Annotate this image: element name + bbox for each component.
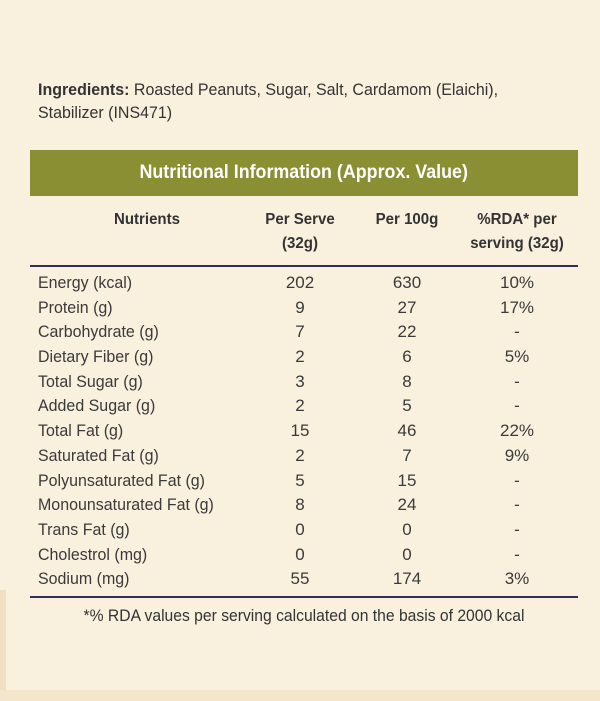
- nutrient-name: Energy (kcal): [38, 273, 133, 292]
- rda-value: 10%: [499, 273, 535, 292]
- per-serve-value: 3: [295, 371, 305, 391]
- table-header-divider: [30, 265, 578, 267]
- table-bottom-divider: [30, 596, 578, 598]
- nutrient-name: Carbohydrate (g): [38, 322, 159, 342]
- rda-value: 22%: [499, 421, 535, 441]
- rda-value: -: [514, 544, 520, 564]
- table-row: Polyunsaturated Fat (g) 5 15 -: [0, 469, 600, 494]
- header-per-serve-line1: Per Serve: [265, 211, 335, 228]
- table-row: Carbohydrate (g) 7 22 -: [0, 320, 600, 345]
- nutrition-title: Nutritional Information (Approx. Value): [139, 162, 469, 183]
- per-100g-value: 6: [402, 347, 412, 367]
- nutrient-name: Polyunsaturated Fat (g): [38, 470, 205, 490]
- per-100g-value: 46: [397, 421, 417, 441]
- per-serve-value: 8: [295, 495, 305, 515]
- nutrient-name: Total Sugar (g): [38, 371, 143, 391]
- header-per-serve: Per Serve (32g): [255, 208, 345, 256]
- ingredients-paragraph: Ingredients: Roasted Peanuts, Sugar, Sal…: [38, 78, 546, 124]
- nutrition-rows: Energy (kcal) 202 630 10% Protein (g) 9 27 17% C…: [0, 271, 600, 592]
- header-nutrients: Nutrients: [113, 211, 181, 228]
- nutrient-name: Trans Fat (g): [38, 519, 130, 539]
- table-row: Protein (g) 9 27 17%: [0, 296, 600, 321]
- per-serve-value: 2: [295, 396, 305, 416]
- table-row: Total Sugar (g) 3 8 -: [0, 370, 600, 395]
- rda-value: -: [514, 470, 520, 490]
- decorative-bottom-strip: [0, 690, 600, 701]
- per-100g-value: 15: [397, 470, 417, 490]
- per-serve-value: 9: [295, 297, 305, 317]
- per-100g-value: 0: [402, 544, 412, 564]
- per-serve-value: 55: [290, 569, 310, 589]
- per-serve-value: 2: [295, 445, 305, 465]
- rda-value: -: [514, 322, 520, 342]
- per-100g-value: 24: [397, 495, 417, 515]
- decorative-edge-strip: [0, 590, 6, 701]
- per-100g-value: 7: [402, 445, 412, 465]
- header-rda-line1: %RDA* per: [477, 211, 557, 228]
- per-serve-value: 2: [295, 347, 305, 367]
- per-serve-value: 202: [285, 273, 315, 292]
- nutrient-name: Cholestrol (mg): [38, 544, 148, 564]
- table-row: Energy (kcal) 202 630 10%: [0, 271, 600, 296]
- nutrient-name: Dietary Fiber (g): [38, 347, 154, 367]
- per-100g-value: 27: [397, 297, 417, 317]
- header-rda-line2: serving (32g): [470, 235, 564, 252]
- table-row: Cholestrol (mg) 0 0 -: [0, 543, 600, 568]
- per-100g-value: 5: [402, 396, 412, 416]
- per-100g-value: 630: [392, 273, 422, 292]
- per-serve-value: 0: [295, 544, 305, 564]
- nutrient-name: Added Sugar (g): [38, 396, 156, 416]
- per-100g-value: 8: [402, 371, 412, 391]
- rda-value: 17%: [499, 297, 535, 317]
- rda-value: 3%: [504, 569, 530, 589]
- per-serve-value: 0: [295, 519, 305, 539]
- header-per-100g: Per 100g: [375, 211, 439, 228]
- rda-value: -: [514, 371, 520, 391]
- nutrient-name: Total Fat (g): [38, 421, 124, 441]
- rda-value: -: [514, 396, 520, 416]
- nutrient-name: Sodium (mg): [38, 569, 130, 589]
- per-100g-value: 174: [392, 569, 422, 589]
- header-rda: %RDA* per serving (32g): [462, 208, 573, 256]
- per-serve-value: 15: [290, 421, 310, 441]
- rda-value: 9%: [504, 445, 530, 465]
- table-row: Total Fat (g) 15 46 22%: [0, 419, 600, 444]
- nutrition-title-bar: Nutritional Information (Approx. Value): [30, 150, 578, 196]
- nutrient-name: Monounsaturated Fat (g): [38, 495, 214, 515]
- nutrient-name: Protein (g): [38, 297, 113, 317]
- ingredients-text: Roasted Peanuts, Sugar, Salt, Cardamom (…: [38, 80, 499, 122]
- per-100g-value: 22: [397, 322, 417, 342]
- rda-value: -: [514, 519, 520, 539]
- table-row: Saturated Fat (g) 2 7 9%: [0, 444, 600, 469]
- table-row: Monounsaturated Fat (g) 8 24 -: [0, 493, 600, 518]
- per-100g-value: 0: [402, 519, 412, 539]
- table-row: Trans Fat (g) 0 0 -: [0, 518, 600, 543]
- table-row: Dietary Fiber (g) 2 6 5%: [0, 345, 600, 370]
- table-row: Added Sugar (g) 2 5 -: [0, 394, 600, 419]
- per-serve-value: 7: [295, 322, 305, 342]
- per-serve-value: 5: [295, 470, 305, 490]
- rda-value: 5%: [504, 347, 530, 367]
- table-row: Sodium (mg) 55 174 3%: [0, 567, 600, 592]
- rda-value: -: [514, 495, 520, 515]
- rda-footnote: *% RDA values per serving calculated on …: [83, 607, 525, 625]
- header-per-serve-line2: (32g): [282, 235, 318, 252]
- nutrient-name: Saturated Fat (g): [38, 445, 159, 465]
- ingredients-label: Ingredients:: [38, 80, 130, 99]
